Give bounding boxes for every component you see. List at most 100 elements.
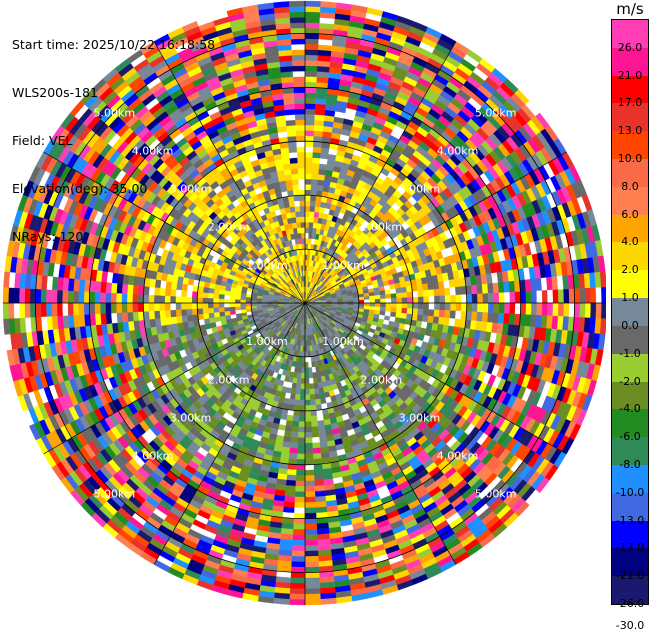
velocity-gate (305, 93, 316, 99)
velocity-gate (455, 287, 461, 295)
velocity-gate (317, 180, 324, 186)
velocity-gate (305, 357, 308, 362)
velocity-gate (580, 303, 586, 318)
velocity-gate (553, 303, 559, 316)
velocity-gate (305, 352, 308, 357)
velocity-gate (305, 384, 310, 390)
velocity-gate (574, 303, 580, 317)
velocity-gate (302, 362, 305, 368)
velocity-gate (315, 501, 326, 507)
velocity-gate (418, 309, 424, 316)
velocity-gate (386, 303, 392, 308)
velocity-gate (305, 227, 309, 233)
velocity-gate (407, 308, 413, 314)
velocity-gate (293, 524, 305, 530)
velocity-gate (79, 315, 85, 327)
velocity-gate (422, 315, 428, 322)
velocity-gate (235, 303, 241, 307)
velocity-gate (450, 311, 456, 319)
velocity-gate (305, 475, 314, 481)
velocity-gate (546, 277, 552, 290)
velocity-gate (354, 300, 359, 303)
velocity-gate (303, 346, 306, 351)
velocity-gate (301, 373, 305, 379)
velocity-gate (230, 310, 236, 315)
velocity-gate (440, 303, 446, 310)
velocity-gate (428, 316, 434, 323)
velocity-gate (375, 299, 381, 303)
velocity-gate (305, 438, 312, 444)
velocity-gate (547, 303, 553, 316)
velocity-gate (305, 190, 311, 196)
velocity-gate (413, 303, 419, 309)
velocity-gate (302, 352, 305, 357)
velocity-gate (313, 152, 321, 158)
velocity-gate (240, 303, 246, 306)
velocity-gate (290, 588, 305, 594)
velocity-gate (321, 1, 337, 8)
velocity-gate (308, 357, 311, 363)
velocity-gate (312, 437, 320, 443)
velocity-gate (302, 357, 305, 362)
velocity-gate (314, 125, 324, 131)
velocity-gate (467, 294, 473, 303)
velocity-gate (229, 303, 235, 307)
velocity-gate (397, 298, 403, 303)
velocity-gate (299, 416, 305, 422)
velocity-gate (537, 291, 543, 303)
velocity-gate (305, 147, 313, 153)
velocity-gate (235, 310, 241, 314)
velocity-gate (301, 378, 305, 384)
velocity-gate (590, 288, 596, 303)
velocity-gate (291, 432, 298, 438)
velocity-gate (444, 288, 450, 296)
velocity-gate (418, 297, 424, 303)
velocity-gate (305, 130, 314, 136)
velocity-gate (297, 378, 302, 384)
velocity-gate (305, 594, 321, 600)
velocity-gate (310, 389, 315, 395)
velocity-gate (314, 475, 324, 481)
velocity-gate (369, 306, 375, 310)
velocity-gate (149, 311, 155, 319)
velocity-gate (318, 174, 325, 180)
velocity-gate (498, 313, 504, 324)
velocity-gate (279, 550, 293, 556)
velocity-gate (319, 431, 327, 437)
velocity-gate (305, 179, 312, 185)
velocity-gate (291, 562, 305, 568)
velocity-gate (348, 303, 353, 306)
velocity-gate (569, 289, 575, 303)
velocity-gate (402, 292, 408, 298)
velocity-gate (391, 298, 397, 303)
velocity-gate (440, 296, 446, 303)
velocity-gate (305, 497, 315, 503)
velocity-gate (305, 23, 320, 29)
velocity-gate (305, 249, 308, 254)
velocity-gate (295, 394, 300, 400)
velocity-gate (313, 147, 321, 153)
velocity-gate (413, 297, 419, 303)
velocity-gate (318, 426, 325, 432)
velocity-gate (552, 316, 558, 330)
velocity-gate (290, 594, 306, 600)
velocity-gate (305, 427, 312, 433)
velocity-gate (402, 308, 408, 314)
velocity-gate (359, 303, 364, 306)
velocity-gate (305, 163, 312, 169)
velocity-gate (171, 317, 177, 325)
velocity-gate (493, 283, 499, 293)
velocity-gate (290, 437, 298, 443)
velocity-gate (429, 296, 435, 303)
velocity-gate (312, 174, 319, 180)
velocity-gate (111, 313, 117, 323)
velocity-gate (364, 303, 370, 306)
velocity-gate (364, 296, 370, 300)
velocity-gate (318, 544, 331, 550)
velocity-gate (472, 294, 478, 303)
velocity-gate (291, 572, 305, 578)
velocity-gate (300, 389, 305, 395)
velocity-gate (285, 485, 295, 491)
velocity-gate (305, 141, 314, 147)
velocity-gate (311, 190, 317, 196)
